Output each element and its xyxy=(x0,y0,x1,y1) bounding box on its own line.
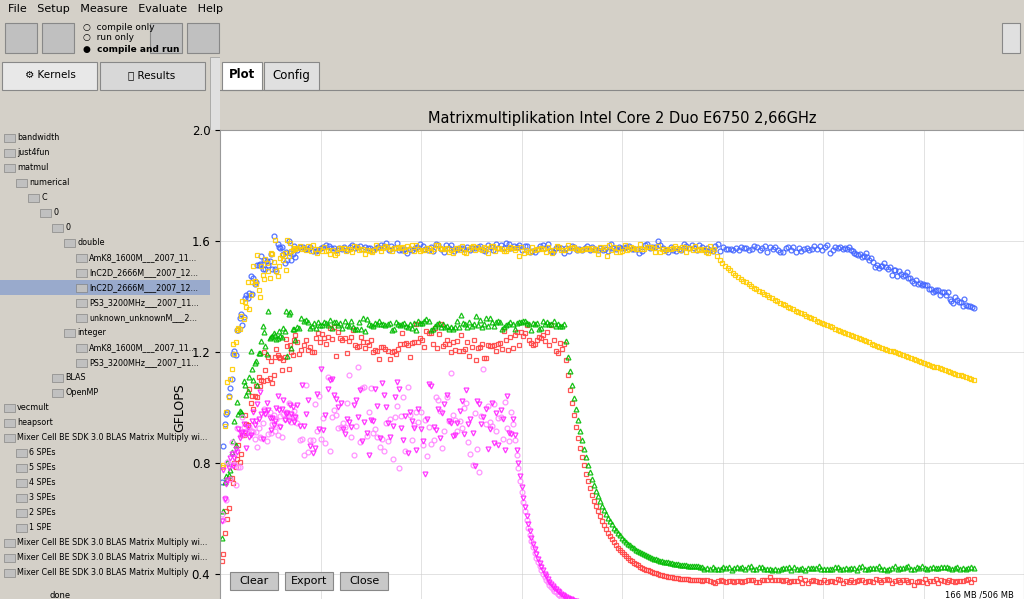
Bar xyxy=(76,253,87,262)
Bar xyxy=(150,23,182,53)
Text: integer: integer xyxy=(77,328,105,337)
Bar xyxy=(1002,23,1020,53)
Bar xyxy=(63,328,75,337)
Bar xyxy=(187,23,219,53)
Bar xyxy=(4,149,15,156)
Bar xyxy=(16,464,27,471)
Text: bandwidth: bandwidth xyxy=(17,133,59,142)
Bar xyxy=(4,164,15,171)
Bar xyxy=(4,434,15,441)
Text: Mixer Cell BE SDK 3.0 BLAS Matrix Multiply wi...: Mixer Cell BE SDK 3.0 BLAS Matrix Multip… xyxy=(17,553,208,562)
Text: C: C xyxy=(41,193,47,202)
Text: File   Setup   Measure   Evaluate   Help: File Setup Measure Evaluate Help xyxy=(8,4,223,14)
Text: matmul: matmul xyxy=(17,163,48,172)
Text: OpenMP: OpenMP xyxy=(65,388,98,397)
Text: PS3_3200MHz___2007_11...: PS3_3200MHz___2007_11... xyxy=(89,358,199,367)
Bar xyxy=(16,494,27,501)
Bar xyxy=(16,479,27,486)
Text: ⚙ Kernels: ⚙ Kernels xyxy=(25,70,76,80)
Text: AmK8_1600M___2007_11...: AmK8_1600M___2007_11... xyxy=(89,253,198,262)
Text: vecmult: vecmult xyxy=(17,403,49,412)
Bar xyxy=(4,404,15,412)
Bar xyxy=(16,179,27,186)
Bar xyxy=(76,298,87,307)
Text: ●  compile and run: ● compile and run xyxy=(83,44,179,53)
Text: Config: Config xyxy=(272,68,310,81)
Bar xyxy=(5,23,37,53)
Text: 5 SPEs: 5 SPEs xyxy=(29,463,55,472)
Text: unknown_unknownM___2...: unknown_unknownM___2... xyxy=(89,313,197,322)
Bar xyxy=(16,449,27,456)
Text: PS3_3200MHz___2007_11...: PS3_3200MHz___2007_11... xyxy=(89,298,199,307)
Y-axis label: GFLOPS: GFLOPS xyxy=(173,383,186,432)
Text: done: done xyxy=(50,591,71,599)
Bar xyxy=(264,62,319,90)
Text: 📊 Results: 📊 Results xyxy=(128,70,176,80)
Text: ○  compile only: ○ compile only xyxy=(83,23,155,32)
Bar xyxy=(4,134,15,141)
Bar xyxy=(76,358,87,367)
Text: 2 SPEs: 2 SPEs xyxy=(29,508,55,517)
Bar xyxy=(42,23,74,53)
Bar xyxy=(16,524,27,531)
Text: Clear: Clear xyxy=(240,576,268,586)
Bar xyxy=(340,572,388,590)
Text: numerical: numerical xyxy=(29,178,70,187)
Text: 1 SPE: 1 SPE xyxy=(29,523,51,532)
Bar xyxy=(52,374,63,382)
Bar xyxy=(76,343,87,352)
Bar xyxy=(76,313,87,322)
Bar xyxy=(4,568,15,576)
Bar xyxy=(4,539,15,546)
Bar xyxy=(76,268,87,277)
Text: double: double xyxy=(77,238,104,247)
Text: heapsort: heapsort xyxy=(17,418,53,427)
Text: InC2D_2666M___2007_12...: InC2D_2666M___2007_12... xyxy=(89,268,198,277)
Text: 0: 0 xyxy=(53,208,58,217)
Bar xyxy=(4,419,15,426)
Text: Export: Export xyxy=(291,576,328,586)
Bar xyxy=(52,389,63,397)
Text: AmK8_1600M___2007_11...: AmK8_1600M___2007_11... xyxy=(89,343,198,352)
Text: 3 SPEs: 3 SPEs xyxy=(29,493,55,502)
Text: Plot: Plot xyxy=(229,68,255,81)
Bar xyxy=(63,238,75,247)
Bar xyxy=(76,283,87,292)
Text: 6 SPEs: 6 SPEs xyxy=(29,448,55,457)
Bar xyxy=(40,208,51,216)
Text: InC2D_2666M___2007_12...: InC2D_2666M___2007_12... xyxy=(89,283,198,292)
Text: 4 SPEs: 4 SPEs xyxy=(29,478,55,487)
Bar xyxy=(100,62,205,90)
Bar xyxy=(2,62,97,90)
Text: ○  run only: ○ run only xyxy=(83,34,134,43)
Text: Mixer Cell BE SDK 3.0 BLAS Matrix Multiply: Mixer Cell BE SDK 3.0 BLAS Matrix Multip… xyxy=(17,568,188,577)
Title: Matrixmultiplikation Intel Core 2 Duo E6750 2,66GHz: Matrixmultiplikation Intel Core 2 Duo E6… xyxy=(428,111,816,126)
Bar xyxy=(222,62,262,90)
Text: Mixer Cell BE SDK 3.0 BLAS Matrix Multiply wi...: Mixer Cell BE SDK 3.0 BLAS Matrix Multip… xyxy=(17,433,208,442)
Bar xyxy=(16,509,27,516)
Text: 166 MB /506 MB: 166 MB /506 MB xyxy=(945,591,1014,599)
Bar xyxy=(52,223,63,231)
Bar xyxy=(285,572,333,590)
Text: 0: 0 xyxy=(65,223,70,232)
Bar xyxy=(28,193,39,201)
Text: Mixer Cell BE SDK 3.0 BLAS Matrix Multiply wi...: Mixer Cell BE SDK 3.0 BLAS Matrix Multip… xyxy=(17,538,208,547)
Text: BLAS: BLAS xyxy=(65,373,86,382)
Text: just4fun: just4fun xyxy=(17,148,49,157)
Bar xyxy=(230,572,278,590)
Bar xyxy=(210,57,220,130)
Text: Close: Close xyxy=(349,576,379,586)
Bar xyxy=(0,280,210,295)
Bar xyxy=(4,553,15,561)
